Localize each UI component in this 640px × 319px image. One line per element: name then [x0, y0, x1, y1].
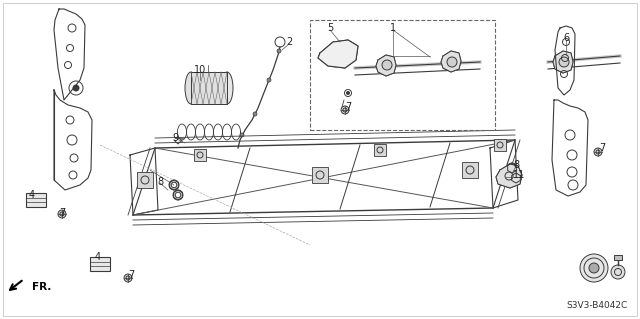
- Text: 7: 7: [59, 208, 65, 218]
- Circle shape: [580, 254, 608, 282]
- Bar: [90, 257, 110, 271]
- Text: 2: 2: [286, 37, 292, 47]
- Circle shape: [341, 106, 349, 114]
- Circle shape: [594, 148, 602, 156]
- Polygon shape: [441, 51, 461, 72]
- Bar: [312, 167, 328, 183]
- Text: S3V3-B4042C: S3V3-B4042C: [567, 301, 628, 310]
- Circle shape: [267, 78, 271, 82]
- Text: 7: 7: [345, 102, 351, 112]
- Circle shape: [589, 263, 599, 273]
- Circle shape: [169, 180, 179, 190]
- Bar: [614, 255, 622, 260]
- Polygon shape: [496, 164, 522, 188]
- Text: 8: 8: [513, 160, 519, 170]
- Text: 10: 10: [194, 65, 206, 75]
- Text: 5: 5: [327, 23, 333, 33]
- Circle shape: [172, 182, 177, 188]
- Circle shape: [173, 190, 183, 200]
- Polygon shape: [553, 51, 573, 73]
- Circle shape: [382, 60, 392, 70]
- Text: 7: 7: [128, 270, 134, 280]
- Circle shape: [277, 49, 281, 53]
- Circle shape: [346, 92, 349, 94]
- Circle shape: [447, 57, 457, 67]
- Circle shape: [240, 133, 244, 137]
- Bar: [137, 172, 153, 188]
- Circle shape: [73, 85, 79, 91]
- Text: 7: 7: [599, 143, 605, 153]
- Text: 1: 1: [390, 23, 396, 33]
- Circle shape: [611, 265, 625, 279]
- Polygon shape: [376, 55, 396, 76]
- Bar: [194, 149, 206, 161]
- Circle shape: [124, 274, 132, 282]
- Text: FR.: FR.: [32, 282, 51, 292]
- Bar: [374, 144, 386, 156]
- Circle shape: [509, 165, 515, 171]
- Bar: [494, 139, 506, 151]
- Bar: [26, 193, 46, 207]
- Text: 4: 4: [95, 252, 101, 262]
- Bar: [310, 20, 495, 130]
- Circle shape: [507, 163, 517, 173]
- Ellipse shape: [221, 72, 233, 104]
- Text: 4: 4: [29, 190, 35, 200]
- Text: 6: 6: [563, 33, 569, 43]
- Polygon shape: [318, 40, 358, 68]
- Text: 11: 11: [513, 170, 525, 180]
- Bar: [462, 162, 478, 178]
- Circle shape: [58, 210, 66, 218]
- Text: 8: 8: [157, 177, 163, 187]
- Text: 9: 9: [172, 133, 178, 143]
- Circle shape: [175, 192, 180, 198]
- Circle shape: [559, 57, 569, 67]
- Circle shape: [253, 112, 257, 116]
- Circle shape: [511, 173, 521, 183]
- Bar: [191, 72, 227, 104]
- Ellipse shape: [185, 72, 197, 104]
- Circle shape: [513, 175, 519, 181]
